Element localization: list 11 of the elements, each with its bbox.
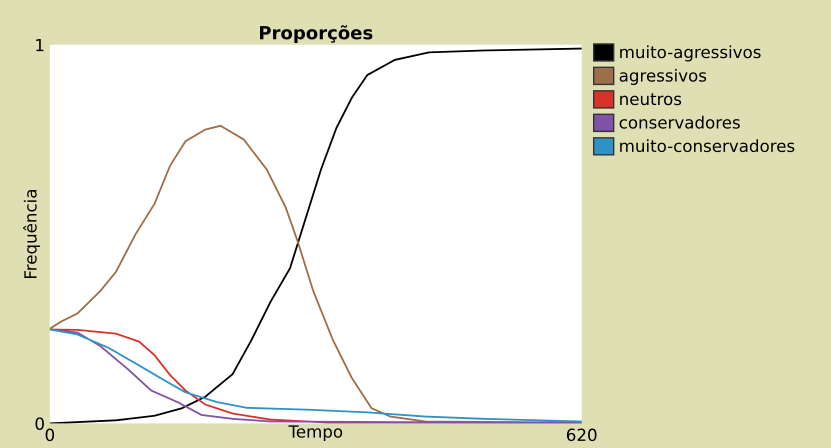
chart-title: Proporções xyxy=(260,25,372,43)
x-axis-title: Tempo xyxy=(288,425,342,442)
line-series xyxy=(50,48,582,424)
legend-label: neutros xyxy=(620,93,682,106)
y-axis-title: Frequência xyxy=(23,190,40,278)
legend-label: muito-conservadores xyxy=(620,139,794,152)
y-tick-label: 1 xyxy=(36,38,44,52)
x-tick-label: 620 xyxy=(566,428,596,442)
legend-label: muito-agressivos xyxy=(620,45,761,62)
legend-label: conservadores xyxy=(620,116,740,129)
legend-label: agressivos xyxy=(620,68,706,85)
